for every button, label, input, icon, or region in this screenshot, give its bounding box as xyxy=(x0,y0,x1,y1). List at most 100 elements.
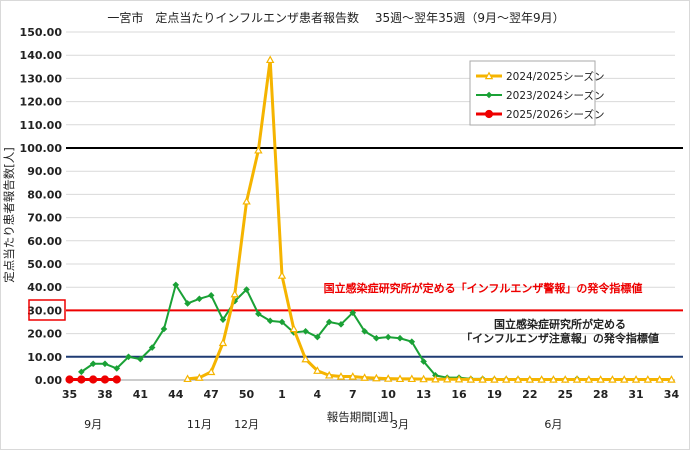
data-point xyxy=(373,334,380,342)
warning-threshold-highlight-box xyxy=(28,299,66,321)
data-point xyxy=(89,360,97,368)
x-tick-label: 1 xyxy=(278,388,286,401)
x-tick-label: 10 xyxy=(381,388,397,401)
data-point xyxy=(337,321,345,328)
month-label: 9月 xyxy=(84,418,102,431)
data-point xyxy=(148,344,156,351)
data-point xyxy=(125,353,132,361)
data-point xyxy=(584,375,594,383)
data-point xyxy=(395,374,405,383)
data-point xyxy=(160,325,168,333)
x-tick-label: 44 xyxy=(168,388,184,401)
data-point xyxy=(655,375,664,383)
data-point xyxy=(419,374,428,383)
data-point xyxy=(219,316,227,323)
series-group xyxy=(183,55,676,383)
x-axis-label: 報告期間[週] xyxy=(327,410,393,424)
month-label: 12月 xyxy=(234,418,259,431)
data-point xyxy=(255,310,262,318)
y-tick-label: 140.00 xyxy=(20,49,63,62)
data-point xyxy=(336,372,346,380)
data-point xyxy=(89,375,98,384)
data-point xyxy=(325,318,333,326)
data-point xyxy=(113,365,121,372)
data-point xyxy=(184,300,191,307)
month-label: 3月 xyxy=(391,418,409,431)
x-tick-label: 13 xyxy=(416,388,431,401)
x-tick-label: 25 xyxy=(558,388,573,401)
y-tick-label: 20.00 xyxy=(27,328,62,341)
y-tick-label: 80.00 xyxy=(27,188,62,201)
x-tick-label: 31 xyxy=(628,388,643,401)
data-point xyxy=(349,309,357,317)
data-point xyxy=(242,196,251,205)
data-point xyxy=(278,318,286,326)
data-point xyxy=(243,286,250,293)
data-point xyxy=(608,375,617,383)
y-tick-label: 30.00 xyxy=(27,304,62,317)
data-point xyxy=(620,375,629,383)
y-tick-label: 0.00 xyxy=(35,374,62,387)
data-point xyxy=(137,355,144,363)
y-tick-label: 70.00 xyxy=(27,212,62,225)
y-tick-labels: 0.00 10.00 20.00 30.00 40.00 50.00 60.00 70.00 8… xyxy=(20,26,63,387)
data-point xyxy=(112,375,121,384)
data-point xyxy=(172,281,180,289)
data-point xyxy=(383,374,393,382)
y-tick-label: 60.00 xyxy=(27,235,62,248)
advisory-annotation-line2: 「インフルエンザ注意報」の発令指標値 xyxy=(461,331,659,345)
y-tick-label: 90.00 xyxy=(27,165,62,178)
x-tick-label: 28 xyxy=(593,388,608,401)
data-point xyxy=(183,374,192,383)
data-point xyxy=(277,271,287,279)
data-point xyxy=(667,375,676,383)
month-label: 6月 xyxy=(544,418,562,431)
data-point xyxy=(230,289,239,298)
data-point xyxy=(442,374,452,383)
advisory-annotation-line1: 国立感染症研究所が定める xyxy=(494,317,626,331)
data-point xyxy=(254,145,263,154)
data-point xyxy=(266,317,274,325)
legend-label: 2024/2025シーズン xyxy=(506,70,604,83)
month-label: 11月 xyxy=(187,418,212,431)
legend: 2024/2025シーズン 2023/2024シーズン 2025/2026シーズン xyxy=(469,60,604,126)
data-point xyxy=(431,374,440,383)
y-tick-label: 100.00 xyxy=(20,142,63,155)
data-point xyxy=(361,327,368,335)
y-tick-label: 120.00 xyxy=(20,96,63,109)
x-tick-label: 41 xyxy=(133,388,148,401)
data-point xyxy=(302,327,309,335)
data-point xyxy=(77,375,86,384)
data-point xyxy=(484,109,494,119)
series-group xyxy=(65,375,121,384)
x-tick-label: 7 xyxy=(349,388,357,401)
x-tick-label: 50 xyxy=(239,388,255,401)
data-point xyxy=(207,292,215,299)
data-point xyxy=(101,360,109,368)
data-point xyxy=(478,375,487,383)
x-tick-labels: 35 38 41 44 47 50 1 4 7 10 13 16 19 22 25 28 31 34 xyxy=(62,388,680,401)
data-point xyxy=(513,375,523,383)
data-point xyxy=(195,373,204,381)
data-point xyxy=(525,375,535,383)
data-point xyxy=(348,372,358,380)
y-tick-label: 150.00 xyxy=(20,26,63,39)
data-point xyxy=(502,375,511,383)
data-point xyxy=(484,71,494,80)
x-tick-label: 22 xyxy=(522,388,537,401)
data-point xyxy=(466,375,476,383)
y-axis-label: 定点当たり患者報告数[人] xyxy=(2,147,16,282)
legend-label: 2025/2026シーズン xyxy=(506,108,604,121)
data-point xyxy=(324,370,334,379)
data-point xyxy=(408,338,416,346)
y-tick-label: 40.00 xyxy=(27,281,62,294)
y-tick-label: 50.00 xyxy=(27,258,62,271)
chart-title: 一宮市 定点当たりインフルエンザ患者報告数 35週～翌年35週（9月～翌年9月） xyxy=(107,10,564,25)
x-tick-label: 34 xyxy=(664,388,680,401)
data-point xyxy=(384,333,392,341)
x-tick-label: 47 xyxy=(204,388,219,401)
data-point xyxy=(596,375,605,383)
x-tick-label: 19 xyxy=(487,388,502,401)
data-point xyxy=(420,358,427,365)
y-tick-label: 130.00 xyxy=(20,72,63,85)
